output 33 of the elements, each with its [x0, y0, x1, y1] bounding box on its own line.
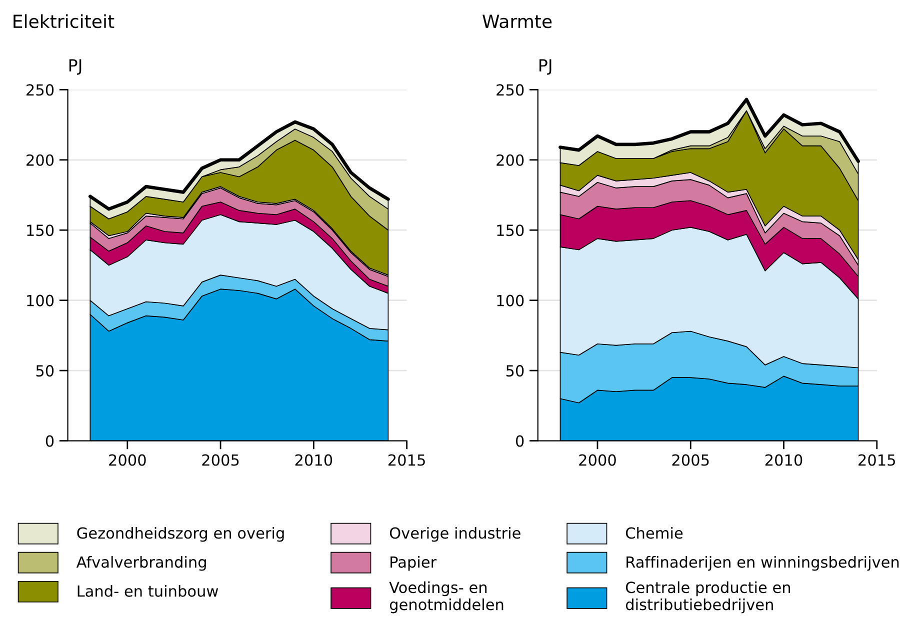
chart-title: Warmte [482, 14, 552, 28]
y-tick-label: 200 [26, 154, 54, 166]
y-tick-label: 0 [46, 435, 54, 447]
x-tick-label: 2005 [202, 454, 239, 466]
y-tick-label: 150 [27, 224, 54, 236]
y-tick-label: 250 [496, 84, 524, 96]
y-tick-label: 50 [36, 365, 54, 377]
x-tick-label: 2015 [388, 454, 425, 466]
y-tick-label: 250 [26, 84, 54, 96]
legend-label: Overige industrie [390, 526, 520, 542]
x-tick-label: 2010 [765, 454, 802, 466]
legend-label: Centrale productie en distributiebedrijven [626, 581, 790, 614]
legend-label: Raffinaderijen en winningsbedrijven [626, 556, 899, 571]
legend-label: Voedings- en genotmiddelen [389, 581, 504, 614]
x-tick-label: 2000 [109, 454, 146, 466]
y-axis-title: PJ [540, 59, 552, 75]
x-tick-label: 2015 [858, 454, 895, 466]
y-tick-label: 150 [497, 224, 524, 236]
legend-label: Afvalverbranding [76, 556, 206, 571]
x-tick-label: 2005 [672, 454, 709, 466]
y-tick-label: 0 [516, 435, 524, 447]
x-tick-label: 2010 [295, 454, 332, 466]
legend-label: Papier [390, 556, 437, 571]
y-tick-label: 100 [497, 294, 524, 306]
y-axis-title: PJ [69, 59, 82, 75]
x-tick-label: 2000 [579, 454, 616, 466]
legend-label: Gezondheidszorg en overig [77, 526, 284, 542]
y-tick-label: 200 [496, 154, 524, 166]
chart-title: Elektriciteit [14, 14, 114, 28]
y-tick-label: 50 [506, 365, 524, 377]
legend-label: Land- en tuinbouw [78, 585, 218, 597]
y-tick-label: 100 [27, 294, 54, 306]
legend-label: Chemie [626, 526, 683, 539]
